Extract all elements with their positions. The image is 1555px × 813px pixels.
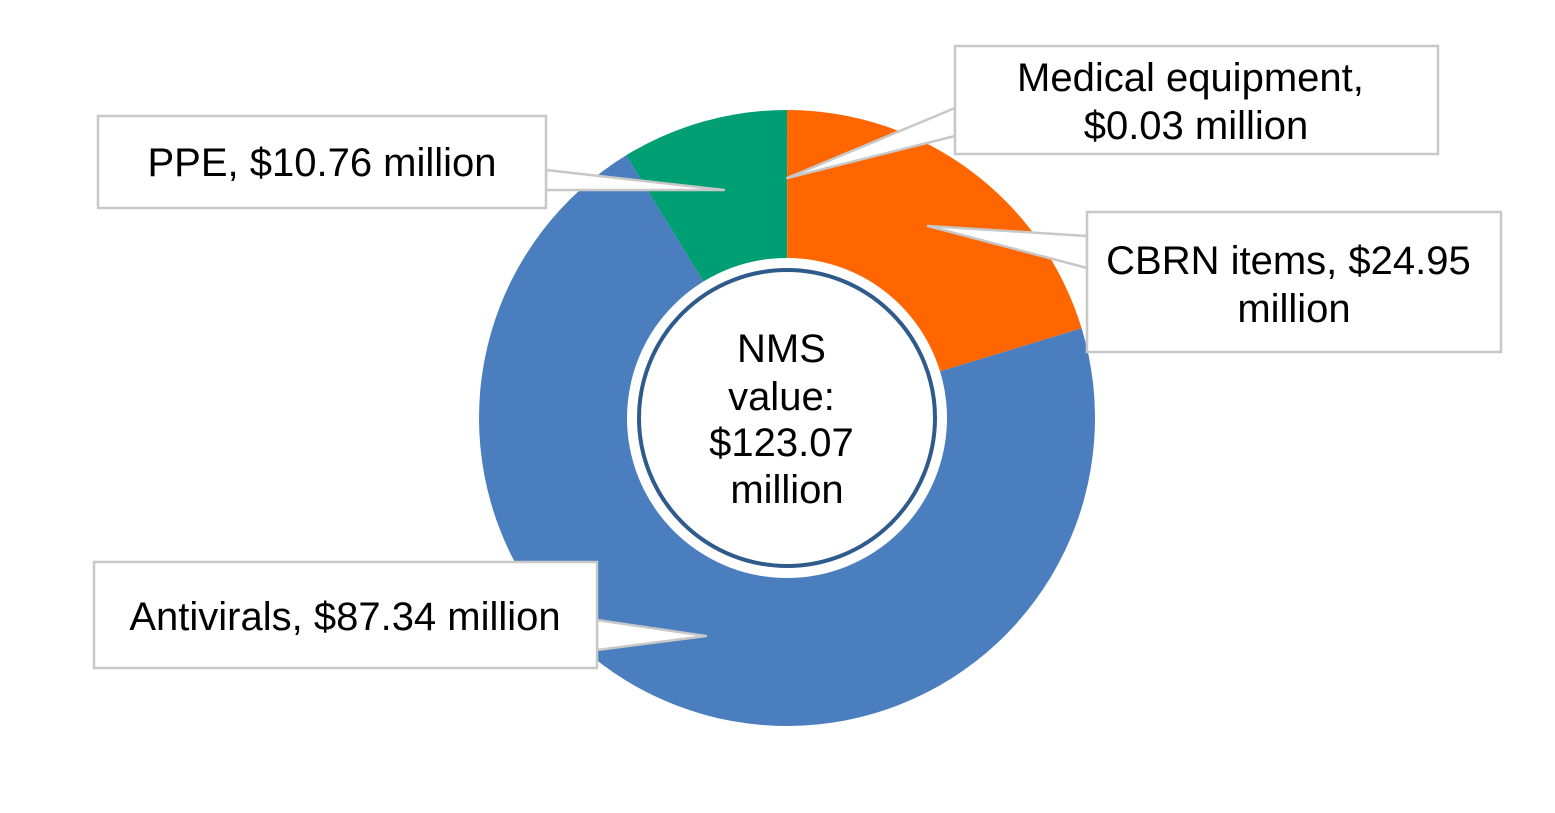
callout-ppe: PPE, $10.76 million (96, 114, 548, 210)
label-cbrn-items-line-1: CBRN items, $24.95 (1106, 239, 1471, 283)
slice-cbrn-items (787, 110, 1082, 372)
callout-cbrn-items: CBRN items, $24.95 million (1085, 210, 1503, 354)
callout-medical-equipment: Medical equipment, $0.03 million (953, 44, 1440, 156)
callout-box-cbrn-items (1085, 210, 1503, 354)
label-medical-equipment-line-2: $0.03 million (1084, 104, 1309, 148)
svg-text:Medical equipment, $0.03: Medical equipment, $0.03 million (1017, 56, 1375, 148)
callout-antivirals: Antivirals, $87.34 million (92, 560, 599, 670)
label-antivirals-line-1: Antivirals, $87.34 million (129, 595, 560, 639)
center-label-line-1: NMS (737, 327, 826, 371)
slice-antivirals (479, 155, 1096, 726)
label-medical-equipment-line-1: Medical equipment, (1017, 56, 1364, 100)
center-label-line-3: $123.07 (709, 421, 854, 465)
callout-box-medical-equipment (953, 44, 1440, 156)
center-label-line-2: value: (728, 375, 835, 419)
label-ppe-line-1: PPE, $10.76 million (147, 141, 496, 185)
slice-ppe (626, 110, 787, 282)
svg-text:PPE, $10.76 million: PPE, $10.76 million (147, 141, 496, 185)
svg-text:CBRN items, $24.95 milli: CBRN items, $24.95 million (1106, 239, 1482, 331)
donut-slices (479, 110, 1096, 726)
center-label: NMS value: $123.07 million (709, 327, 865, 512)
center-ring (637, 268, 937, 568)
svg-text:Antivirals, $87.34 million: Antivirals, $87.34 million (129, 595, 560, 639)
callout-box-ppe (96, 114, 548, 210)
center-label-line-4: million (730, 468, 843, 512)
callout-box-antivirals (92, 560, 599, 670)
label-cbrn-items-line-2: million (1237, 287, 1350, 331)
